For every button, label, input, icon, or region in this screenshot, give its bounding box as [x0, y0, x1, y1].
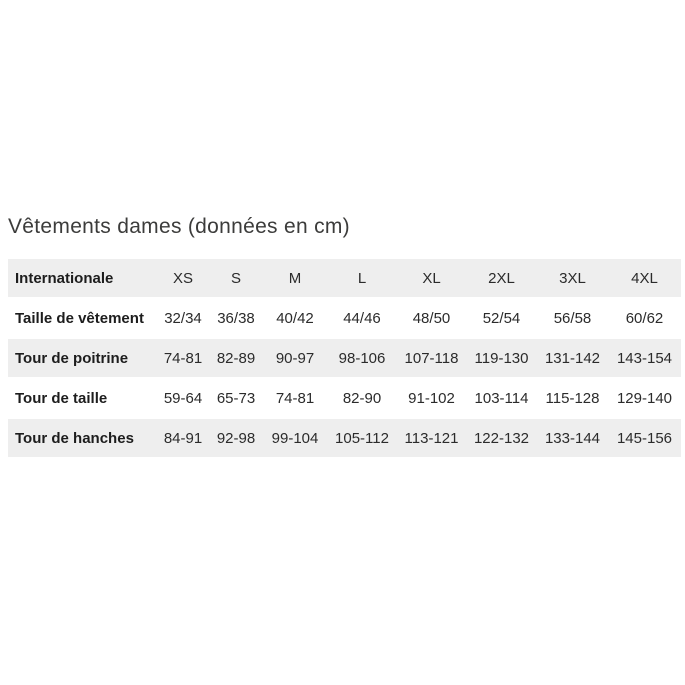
cell-value: 99-104 — [263, 417, 327, 459]
cell-value: 92-98 — [209, 417, 263, 459]
cell-value: 98-106 — [327, 337, 397, 379]
cell-value: 90-97 — [263, 337, 327, 379]
header-size-2xl: 2XL — [466, 257, 537, 299]
cell-value: 145-156 — [608, 417, 681, 459]
cell-value: 40/42 — [263, 297, 327, 339]
table-row-garment-size: Taille de vêtement 32/34 36/38 40/42 44/… — [8, 297, 681, 339]
table-row-waist: Tour de taille 59-64 65-73 74-81 82-90 9… — [8, 377, 681, 419]
cell-value: 133-144 — [537, 417, 608, 459]
cell-value: 74-81 — [157, 337, 209, 379]
cell-value: 131-142 — [537, 337, 608, 379]
cell-value: 48/50 — [397, 297, 466, 339]
table-row-chest: Tour de poitrine 74-81 82-89 90-97 98-10… — [8, 337, 681, 379]
cell-value: 59-64 — [157, 377, 209, 419]
size-chart-table: Internationale XS S M L XL 2XL 3XL 4XL T… — [8, 257, 681, 459]
cell-value: 107-118 — [397, 337, 466, 379]
header-size-s: S — [209, 257, 263, 299]
row-label: Tour de poitrine — [8, 337, 157, 379]
cell-value: 52/54 — [466, 297, 537, 339]
cell-value: 82-89 — [209, 337, 263, 379]
page-title: Vêtements dames (données en cm) — [8, 215, 350, 238]
cell-value: 32/34 — [157, 297, 209, 339]
cell-value: 84-91 — [157, 417, 209, 459]
cell-value: 56/58 — [537, 297, 608, 339]
row-label: Tour de hanches — [8, 417, 157, 459]
cell-value: 36/38 — [209, 297, 263, 339]
cell-value: 113-121 — [397, 417, 466, 459]
cell-value: 44/46 — [327, 297, 397, 339]
cell-value: 119-130 — [466, 337, 537, 379]
header-size-xs: XS — [157, 257, 209, 299]
header-size-xl: XL — [397, 257, 466, 299]
table-header-row: Internationale XS S M L XL 2XL 3XL 4XL — [8, 257, 681, 299]
cell-value: 129-140 — [608, 377, 681, 419]
cell-value: 60/62 — [608, 297, 681, 339]
cell-value: 103-114 — [466, 377, 537, 419]
header-size-4xl: 4XL — [608, 257, 681, 299]
header-size-m: M — [263, 257, 327, 299]
cell-value: 91-102 — [397, 377, 466, 419]
cell-value: 82-90 — [327, 377, 397, 419]
row-label: Taille de vêtement — [8, 297, 157, 339]
cell-value: 74-81 — [263, 377, 327, 419]
cell-value: 143-154 — [608, 337, 681, 379]
cell-value: 105-112 — [327, 417, 397, 459]
header-international-label: Internationale — [8, 257, 157, 299]
cell-value: 65-73 — [209, 377, 263, 419]
header-size-3xl: 3XL — [537, 257, 608, 299]
row-label: Tour de taille — [8, 377, 157, 419]
cell-value: 122-132 — [466, 417, 537, 459]
cell-value: 115-128 — [537, 377, 608, 419]
table-row-hips: Tour de hanches 84-91 92-98 99-104 105-1… — [8, 417, 681, 459]
header-size-l: L — [327, 257, 397, 299]
